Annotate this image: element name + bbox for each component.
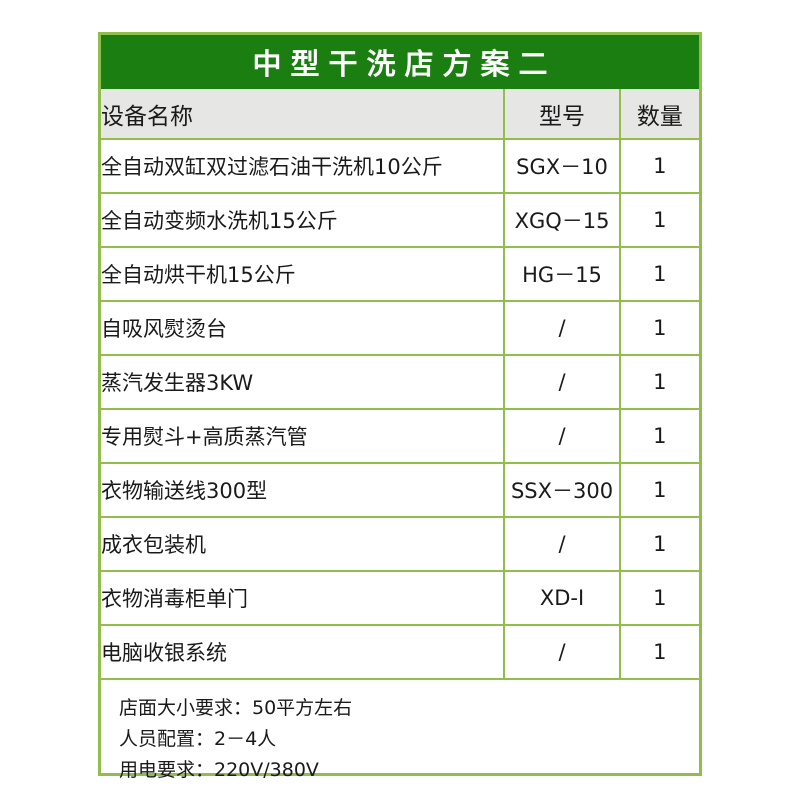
- equipment-name: 蒸汽发生器3KW: [101, 354, 506, 410]
- page-title: 中型干洗店方案二: [252, 47, 557, 81]
- note-power-supply: 用电要求：220V/380V: [119, 758, 319, 781]
- table-row: 衣物消毒柜单门 XD-I 1: [101, 570, 699, 626]
- equipment-model: SGX－10: [503, 138, 621, 194]
- table-title-bar: 中型干洗店方案二: [101, 35, 699, 89]
- table-row: 电脑收银系统 / 1: [101, 624, 699, 680]
- equipment-name: 电脑收银系统: [101, 624, 506, 680]
- equipment-model: /: [503, 354, 621, 410]
- note-staffing: 人员配置：2－4人: [119, 727, 277, 750]
- table-row: 全自动双缸双过滤石油干洗机10公斤 SGX－10 1: [101, 138, 699, 194]
- table-row: 衣物输送线300型 SSX－300 1: [101, 462, 699, 518]
- table-row: 自吸风熨烫台 / 1: [101, 300, 699, 356]
- equipment-name: 全自动烘干机15公斤: [101, 246, 506, 302]
- equipment-qty: 1: [618, 192, 699, 248]
- spec-grid: 设备名称 型号 数量 全自动双缸双过滤石油干洗机10公斤 SGX－10 1 全自…: [101, 89, 699, 803]
- equipment-name: 专用熨斗+高质蒸汽管: [101, 408, 506, 464]
- equipment-qty: 1: [618, 624, 699, 680]
- equipment-model: XGQ－15: [503, 192, 621, 248]
- equipment-model: XD-I: [503, 570, 621, 626]
- equipment-qty: 1: [618, 462, 699, 518]
- equipment-name: 全自动双缸双过滤石油干洗机10公斤: [101, 138, 506, 194]
- equipment-name: 全自动变频水洗机15公斤: [101, 192, 506, 248]
- equipment-name: 成衣包装机: [101, 516, 506, 572]
- table-row: 专用熨斗+高质蒸汽管 / 1: [101, 408, 699, 464]
- column-header-model: 型号: [503, 89, 621, 140]
- equipment-model: SSX－300: [503, 462, 621, 518]
- equipment-model: /: [503, 516, 621, 572]
- table-header-row: 设备名称 型号 数量: [101, 89, 699, 140]
- column-header-name: 设备名称: [101, 89, 506, 140]
- equipment-model: /: [503, 300, 621, 356]
- equipment-qty: 1: [618, 354, 699, 410]
- equipment-qty: 1: [618, 408, 699, 464]
- equipment-qty: 1: [618, 300, 699, 356]
- table-row: 成衣包装机 / 1: [101, 516, 699, 572]
- table-notes-row: 店面大小要求：50平方左右 人员配置：2－4人 用电要求：220V/380V: [101, 678, 699, 803]
- equipment-spec-table: 中型干洗店方案二 设备名称 型号 数量 全自动双缸双过滤石油干洗机10公斤 SG…: [98, 32, 702, 803]
- equipment-qty: 1: [618, 246, 699, 302]
- equipment-model: HG－15: [503, 246, 621, 302]
- equipment-model: /: [503, 408, 621, 464]
- equipment-qty: 1: [618, 516, 699, 572]
- column-header-quantity: 数量: [618, 89, 699, 140]
- equipment-name: 衣物消毒柜单门: [101, 570, 506, 626]
- table-row: 全自动变频水洗机15公斤 XGQ－15 1: [101, 192, 699, 248]
- equipment-model: /: [503, 624, 621, 680]
- equipment-name: 自吸风熨烫台: [101, 300, 506, 356]
- table-row: 蒸汽发生器3KW / 1: [101, 354, 699, 410]
- equipment-qty: 1: [618, 570, 699, 626]
- table-row: 全自动烘干机15公斤 HG－15 1: [101, 246, 699, 302]
- note-store-size: 店面大小要求：50平方左右: [119, 697, 353, 719]
- notes-cell: 店面大小要求：50平方左右 人员配置：2－4人 用电要求：220V/380V: [101, 678, 699, 803]
- equipment-qty: 1: [618, 138, 699, 194]
- equipment-name: 衣物输送线300型: [101, 462, 506, 518]
